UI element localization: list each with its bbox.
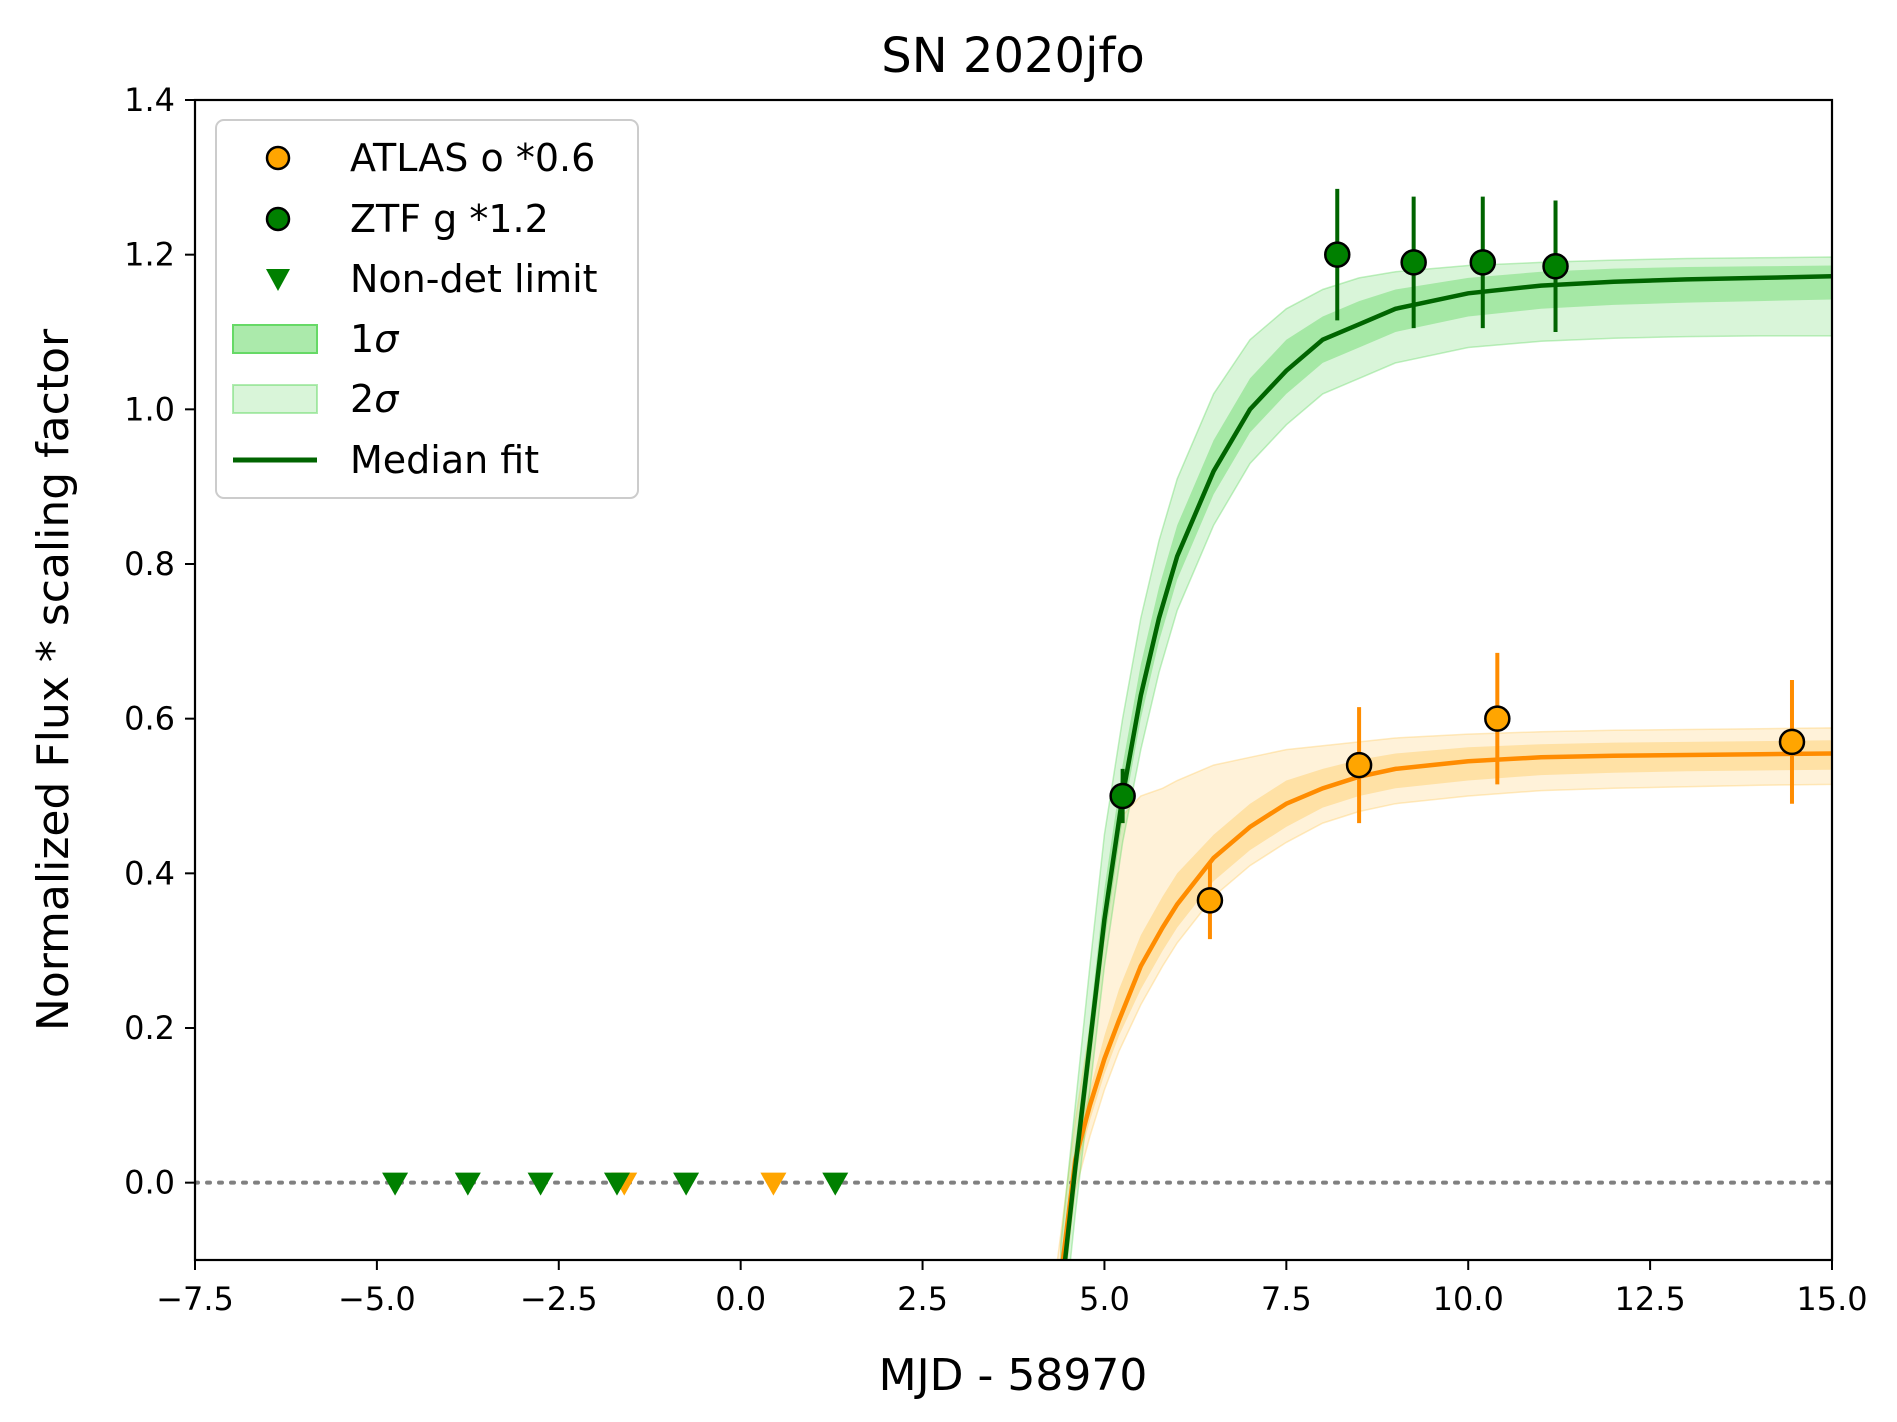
atlas-data-point <box>1345 751 1373 779</box>
ztf-median-fit <box>1062 274 1832 1260</box>
x-tick-label: 10.0 <box>1433 1280 1504 1318</box>
y-tick-label: 0.0 <box>124 1164 175 1202</box>
legend-sigma1-label: 1σ <box>350 317 400 361</box>
legend-median-label: Median fit <box>350 438 539 482</box>
x-tick-label: −5.0 <box>338 1280 416 1318</box>
atlas-data-point <box>1196 887 1224 914</box>
axes-frame <box>193 98 1834 1262</box>
x-tick-label: −7.5 <box>156 1280 234 1318</box>
atlas-nondet-marker <box>760 1172 787 1196</box>
y-tick-label: 0.8 <box>124 545 175 583</box>
legend-ztf-label: ZTF g *1.2 <box>350 197 549 241</box>
ztf-nondet-marker <box>527 1172 554 1196</box>
ztf-nondet-marker <box>603 1172 630 1196</box>
ztf-sigma2-band <box>1060 256 1832 1260</box>
ztf-nondet-marker <box>822 1172 849 1196</box>
x-tick-label: 7.5 <box>1261 1280 1312 1318</box>
confidence-bands <box>1056 256 1832 1260</box>
ztf-nondet-marker <box>382 1172 409 1196</box>
y-tick-label: 0.2 <box>124 1009 175 1047</box>
y-tick-label: 1.4 <box>124 81 175 119</box>
legend-sigma2-swatch <box>232 384 318 414</box>
x-axis-ticks: −7.5 −5.0 −2.5 0.0 2.5 5.0 7.5 10.0 12.5 15.0 <box>156 1260 1868 1318</box>
ztf-data-point <box>1109 782 1136 810</box>
legend-box <box>215 119 639 499</box>
atlas-data-point <box>1484 705 1511 732</box>
x-tick-label: 12.5 <box>1614 1280 1685 1318</box>
legend-atlas-label: ATLAS o *0.6 <box>350 136 595 180</box>
legend-nondet-label: Non-det limit <box>350 257 598 301</box>
legend-sigma1-swatch <box>232 324 318 354</box>
ztf-nondet-marker <box>454 1172 481 1196</box>
y-axis-ticks: 0.0 0.2 0.4 0.6 0.8 1.0 1.2 1.4 <box>124 81 195 1202</box>
atlas-median-fit <box>1060 751 1832 1260</box>
ztf-data-point <box>1469 249 1497 276</box>
ztf-nondet-marker <box>673 1172 700 1196</box>
chart-title: SN 2020jfo <box>881 28 1144 84</box>
legend-nondet-marker <box>266 269 290 291</box>
x-tick-label: 5.0 <box>1079 1280 1130 1318</box>
median-fit-lines <box>1060 274 1832 1260</box>
atlas-sigma2-band <box>1056 727 1832 1260</box>
x-tick-label: 2.5 <box>897 1280 948 1318</box>
ztf-data-point <box>1542 253 1569 280</box>
legend-ztf-marker <box>265 206 291 232</box>
legend-sigma2-label: 2σ <box>350 377 400 421</box>
y-tick-label: 1.0 <box>124 390 175 428</box>
y-tick-label: 1.2 <box>124 236 175 274</box>
y-tick-label: 0.6 <box>124 700 175 738</box>
legend: ATLAS o *0.6 ZTF g *1.2 Non-det limit 1σ… <box>215 119 639 499</box>
y-tick-label: 0.4 <box>124 854 175 892</box>
data-markers <box>382 241 1806 1196</box>
ztf-data-point <box>1324 241 1351 268</box>
legend-atlas-marker <box>265 145 291 171</box>
y-axis-label: Normalized Flux * scaling factor <box>28 328 79 1031</box>
x-tick-label: 0.0 <box>715 1280 766 1318</box>
x-axis-label: MJD - 58970 <box>879 1350 1148 1401</box>
atlas-data-point <box>1778 728 1806 756</box>
x-tick-label: 15.0 <box>1796 1280 1867 1318</box>
plot-area <box>195 188 1832 1260</box>
x-tick-label: −2.5 <box>520 1280 598 1318</box>
ztf-data-point <box>1400 249 1427 276</box>
